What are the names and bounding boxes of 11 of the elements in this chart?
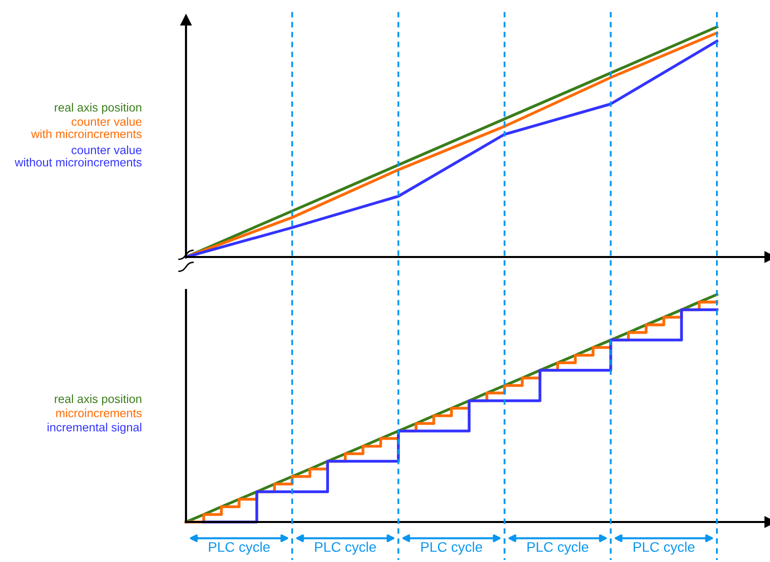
text: microincrements [56,408,142,418]
text: PLC cycle [315,542,376,555]
text: counter value with microincrements [31,117,142,138]
text: real axis position [54,102,142,114]
text: PLC cycle [208,542,270,555]
text: PLC cycle [634,542,694,555]
text: PLC cycle [421,542,482,555]
text: incremental signal [48,422,142,434]
text: real axis position [54,394,142,406]
text: PLC cycle [528,542,588,555]
text: counter value without microincrements [14,146,142,167]
